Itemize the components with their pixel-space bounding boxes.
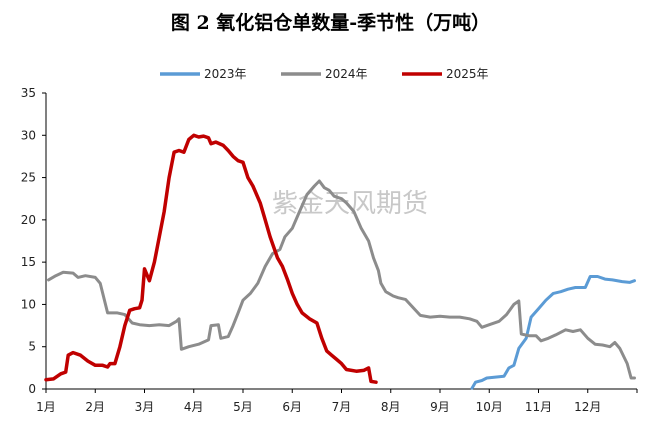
y-tick-label: 0 — [28, 382, 36, 396]
x-tick-label: 9月 — [430, 400, 450, 414]
x-tick-label: 6月 — [282, 400, 302, 414]
x-tick-label: 2月 — [85, 400, 105, 414]
y-tick-label: 30 — [21, 128, 36, 142]
watermark-text: 紫金天风期货 — [272, 189, 428, 219]
x-tick-label: 8月 — [381, 400, 401, 414]
chart-legend: 2023年 2024年 2025年 — [160, 67, 489, 81]
legend-label: 2023年 — [204, 67, 247, 81]
chart-title: 图 2 氧化铝仓单数量-季节性（万吨） — [170, 12, 491, 34]
y-tick-label: 15 — [21, 255, 36, 269]
series-line-2023 — [470, 275, 636, 390]
x-tick-label: 1月 — [36, 400, 56, 414]
y-tick-label: 20 — [21, 213, 36, 227]
x-tick-label: 12月 — [574, 400, 601, 414]
series-line-2025 — [44, 133, 378, 384]
x-tick-label: 4月 — [184, 400, 204, 414]
y-tick-label: 35 — [21, 86, 36, 100]
y-tick-label: 5 — [28, 340, 36, 354]
y-tick-label: 10 — [21, 297, 36, 311]
series-line-2024 — [47, 179, 636, 380]
x-tick-label: 5月 — [233, 400, 253, 414]
plot-area — [44, 133, 636, 390]
legend-label: 2024年 — [325, 67, 368, 81]
legend-label: 2025年 — [446, 67, 489, 81]
x-tick-label: 3月 — [135, 400, 155, 414]
x-tick-label: 11月 — [525, 400, 552, 414]
x-tick-label: 10月 — [476, 400, 503, 414]
x-tick-label: 7月 — [332, 400, 352, 414]
chart-axes: 紫金天风期货 0 5 10 15 20 25 30 35 1月 2月 3月 4月 5月 6月 7月 8月 9月 10… — [21, 86, 638, 414]
y-tick-label: 25 — [21, 171, 36, 185]
